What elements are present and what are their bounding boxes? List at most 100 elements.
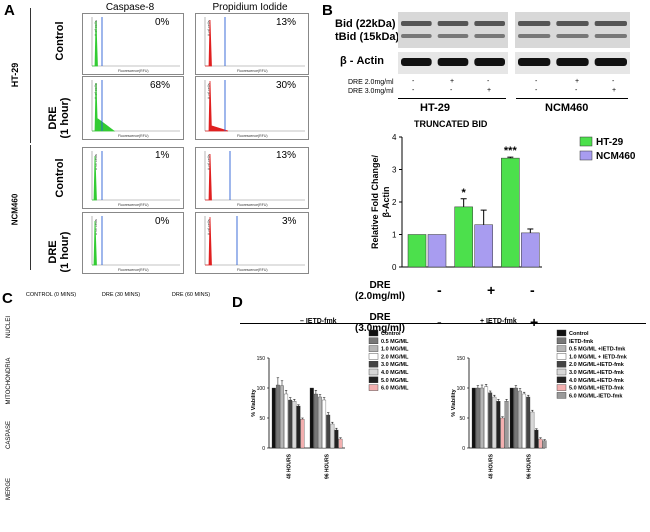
blot-bid-band [474, 21, 505, 26]
cell-line-divider-top [30, 8, 31, 143]
flow-histogram [92, 220, 97, 266]
chart-d-bar [309, 387, 314, 449]
chart-b-legend-swatch [579, 136, 593, 147]
row-label-control-ncm: Control [54, 158, 66, 198]
panel-c-letter: C [2, 290, 13, 307]
row-label-control-ht29: Control [54, 21, 66, 61]
pct-pi-dre-ht29: 30% [276, 80, 297, 91]
chart-b-legend-swatch [579, 150, 593, 161]
chart-d-legend-swatch [556, 345, 567, 352]
flow-xlabel: Fluorescence(RFU) [237, 134, 268, 138]
blot-tbid-band [518, 34, 551, 38]
chart-d-y-tick-label: 0 [462, 446, 465, 452]
blot-tbid-band [594, 34, 627, 38]
chart-d-legend-label: 0.5 MG/ML [381, 339, 409, 345]
chart-b-y-tick-label: 1 [392, 231, 397, 240]
blot-treatment-mark: - [412, 87, 415, 94]
blot-actin-band [518, 58, 551, 66]
blot-actin-band [474, 58, 505, 66]
chart-d-legend-swatch [556, 337, 567, 345]
chart-d-bar [288, 399, 293, 449]
pi-title: Propidium Iodide [212, 2, 288, 13]
chart-treatment-mark: - [437, 314, 442, 330]
chart-d-bar [330, 423, 335, 449]
chart-d-bar [322, 399, 327, 449]
chart-b-significance: *** [504, 145, 518, 157]
chart-d-legend-swatch [368, 345, 379, 352]
ncm460-side-label: NCM460 [10, 193, 20, 226]
chart-d-legend-label: 4.0 MG/ML+IETD-fmk [569, 378, 625, 384]
chart-d-legend-label: 4.0 MG/ML [381, 370, 409, 376]
chart-d-bar [313, 393, 318, 449]
chart-d-bar [492, 396, 497, 449]
group-underline-ncm [516, 98, 628, 99]
flow-ylabel: # of cells [206, 219, 211, 235]
chart-d-ylabel-text: % Viability [251, 388, 257, 416]
blot-bid-band [437, 21, 469, 26]
chart-d-category-text: 48 HOURS [286, 453, 292, 479]
chart-d-y-tick-label: 150 [457, 356, 466, 362]
chart-d-legend-label: 6.0 MG/ML [381, 386, 409, 392]
flow-xlabel: Fluorescence(RFU) [237, 203, 268, 207]
pct-caspase-control-ht29: 0% [155, 17, 170, 28]
viability-chart-ietd: 0 50 100 150 % Viability 48 HOURS 96 HOURS Cont… [451, 329, 628, 479]
blot-treatment-mark: - [535, 78, 538, 85]
chart-d-bar [500, 417, 505, 449]
micro-row-title: MERGE [6, 478, 12, 501]
blot-bid-background [515, 12, 630, 48]
ht29-side-label: HT-29 [10, 62, 20, 88]
flow-plot-pi-dre-ncm: # of cells Fluorescence(RFU) [195, 212, 309, 274]
blot-actin-band [594, 58, 627, 66]
chart-treatment-row-label: DRE (2.0mg/ml) [355, 280, 406, 302]
chart-d-bar [513, 387, 518, 449]
blot-treatment-mark: + [487, 87, 492, 94]
chart-b-bar [501, 157, 520, 268]
chart-d-legend-label: 1.0 MG/ML + IETD-fmk [569, 354, 628, 360]
chart-d-y-tick-label: 100 [457, 386, 466, 392]
chart-d-bar [292, 401, 297, 449]
chart-d-y-tick-label: 0 [262, 446, 265, 452]
blot-treatment-mark: - [535, 87, 538, 94]
chart-d-legend-swatch [556, 376, 567, 383]
chart-d-category-label: 96 HOURS [324, 453, 330, 479]
chart-d-bar [522, 393, 527, 449]
chart-d-bar [300, 419, 305, 449]
chart-d-bar [484, 386, 489, 449]
chart-d-legend-label: 5.0 MG/ML [381, 378, 409, 384]
treatment-label-3: DRE 3.0mg/ml [348, 88, 394, 95]
blot-bid-band [401, 21, 432, 26]
blot-actin-band [401, 58, 432, 66]
chart-d-legend-swatch [368, 368, 379, 376]
chart-b-bar [407, 234, 427, 268]
blot-treatment-mark: - [412, 78, 415, 85]
chart-d-legend-label: 1.0 MG/ML [381, 347, 409, 353]
blot-actin-band [437, 58, 469, 66]
pct-caspase-dre-ncm: 0% [155, 216, 170, 227]
chart-d-bar [518, 390, 522, 449]
chart-d-legend-label: 5.0 MG/ML+IETD-fmk [569, 386, 625, 392]
blot-treatment-mark: - [612, 78, 615, 85]
chart-d-category-label: 48 HOURS [286, 453, 292, 479]
blot-tbid-band [474, 34, 505, 38]
cell-line-divider [30, 145, 35, 270]
chart-b-y-tick-label: 4 [392, 133, 397, 142]
chart-b-legend-label: NCM460 [596, 151, 636, 162]
truncated-bid-chart: TRUNCATED BID 0 1 2 3 4 Relative Fold Change/β… [370, 119, 636, 272]
chart-b-significance: * [462, 187, 467, 199]
flow-ylabel: # of cells [206, 83, 211, 99]
micro-col-title: DRE (60 MINS) [171, 292, 211, 298]
chart-d-legend-swatch [368, 361, 379, 368]
chart-d-legend-label: Control [569, 331, 589, 337]
chart-b-ylabel-line: β-Actin [381, 187, 391, 218]
blot-actin-band [556, 58, 589, 66]
blot-treatment-mark: + [612, 87, 617, 94]
blot-bid-band [518, 21, 551, 26]
chart-d-category-label: 96 HOURS [526, 453, 532, 479]
chart-b-legend-label: HT-29 [596, 137, 624, 148]
chart-d-legend-swatch [556, 384, 567, 391]
chart-d-bar [275, 384, 280, 449]
chart-d-legend-swatch [368, 337, 379, 345]
pct-pi-dre-ncm: 3% [282, 216, 297, 227]
